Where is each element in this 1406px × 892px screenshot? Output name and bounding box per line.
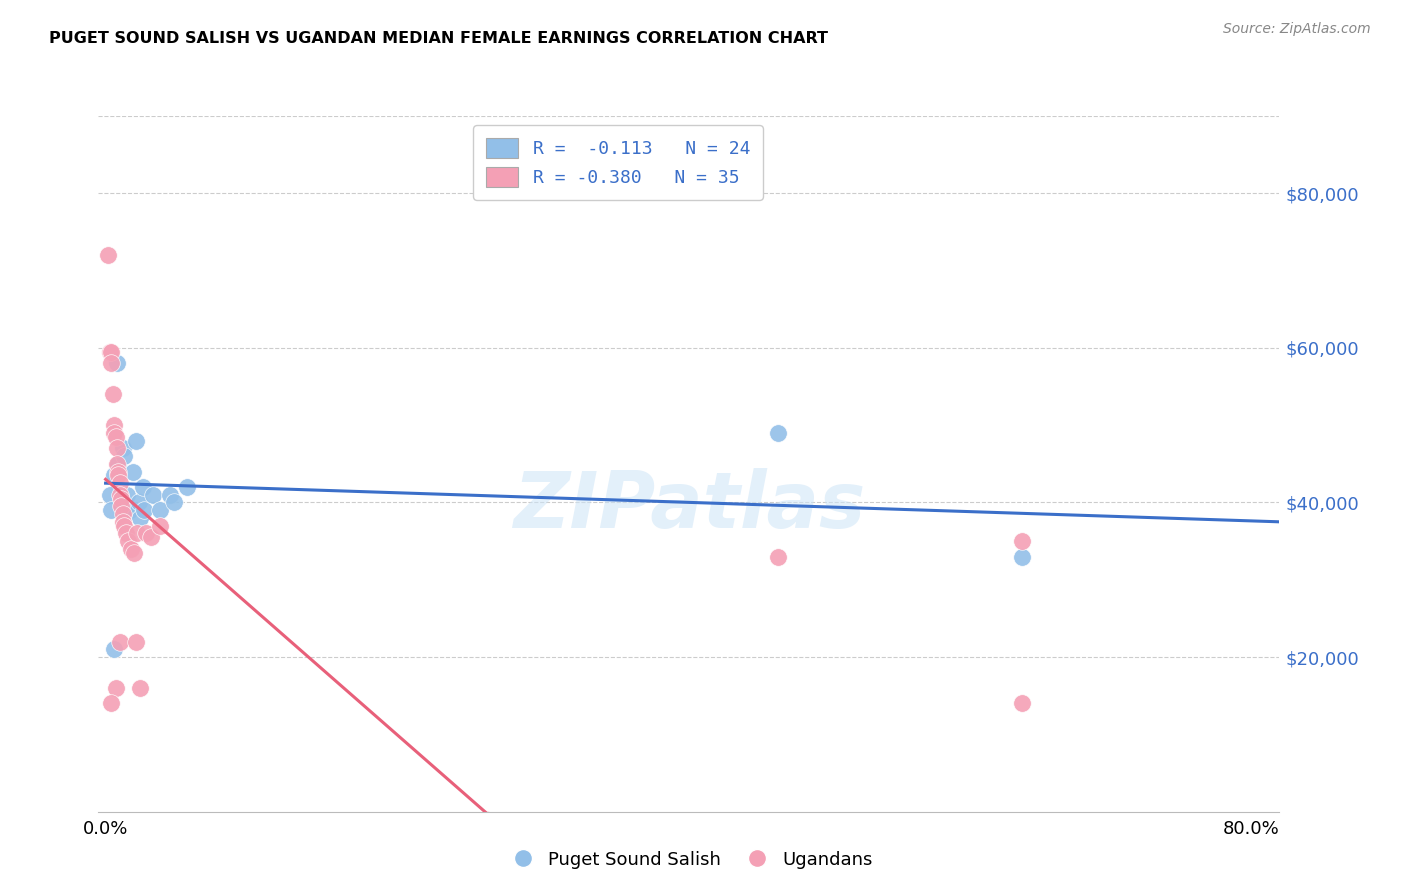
Point [176, 480, 198, 494]
Point [107, 465, 129, 479]
Text: Source: ZipAtlas.com: Source: ZipAtlas.com [1223, 22, 1371, 37]
Text: ZIPatlas: ZIPatlas [513, 467, 865, 543]
Point [128, 495, 150, 509]
Point [104, 681, 127, 695]
Point [101, 387, 124, 401]
Point [135, 526, 157, 541]
Point [108, 476, 131, 491]
Point [112, 518, 135, 533]
Point [141, 530, 163, 544]
Text: PUGET SOUND SALISH VS UGANDAN MEDIAN FEMALE EARNINGS CORRELATION CHART: PUGET SOUND SALISH VS UGANDAN MEDIAN FEM… [49, 31, 828, 46]
Point [142, 488, 165, 502]
Point [768, 425, 790, 440]
Point [149, 503, 172, 517]
Point [100, 344, 122, 359]
Point [107, 457, 129, 471]
Point [768, 549, 790, 564]
Point [149, 518, 172, 533]
Point [107, 468, 129, 483]
Point [103, 468, 125, 483]
Point [159, 488, 181, 502]
Point [108, 634, 131, 648]
Point [163, 495, 186, 509]
Point [105, 356, 128, 370]
Point [97, 248, 120, 262]
Point [103, 425, 125, 440]
Point [111, 515, 134, 529]
Point [110, 491, 132, 506]
Point [104, 430, 127, 444]
Point [108, 488, 131, 502]
Point [134, 503, 156, 517]
Point [103, 418, 125, 433]
Point [111, 442, 134, 456]
Point [1011, 697, 1033, 711]
Point [1011, 549, 1033, 564]
Point [100, 503, 122, 517]
Point [110, 500, 132, 514]
Point [120, 541, 142, 556]
Point [115, 488, 138, 502]
Point [121, 465, 143, 479]
Point [1011, 534, 1033, 549]
Point [129, 511, 152, 525]
Point [114, 503, 136, 517]
Point [125, 526, 148, 541]
Point [132, 480, 155, 494]
Point [105, 457, 128, 471]
Point [118, 503, 141, 517]
Point [111, 507, 134, 521]
Point [112, 449, 135, 463]
Point [117, 534, 139, 549]
Point [122, 546, 145, 560]
Point [100, 356, 122, 370]
Point [105, 442, 128, 456]
Point [129, 681, 152, 695]
Legend: Puget Sound Salish, Ugandans: Puget Sound Salish, Ugandans [498, 843, 880, 876]
Point [98, 344, 121, 359]
Point [114, 526, 136, 541]
Point [98, 488, 121, 502]
Point [124, 634, 146, 648]
Point [103, 642, 125, 657]
Point [124, 434, 146, 448]
Point [100, 697, 122, 711]
